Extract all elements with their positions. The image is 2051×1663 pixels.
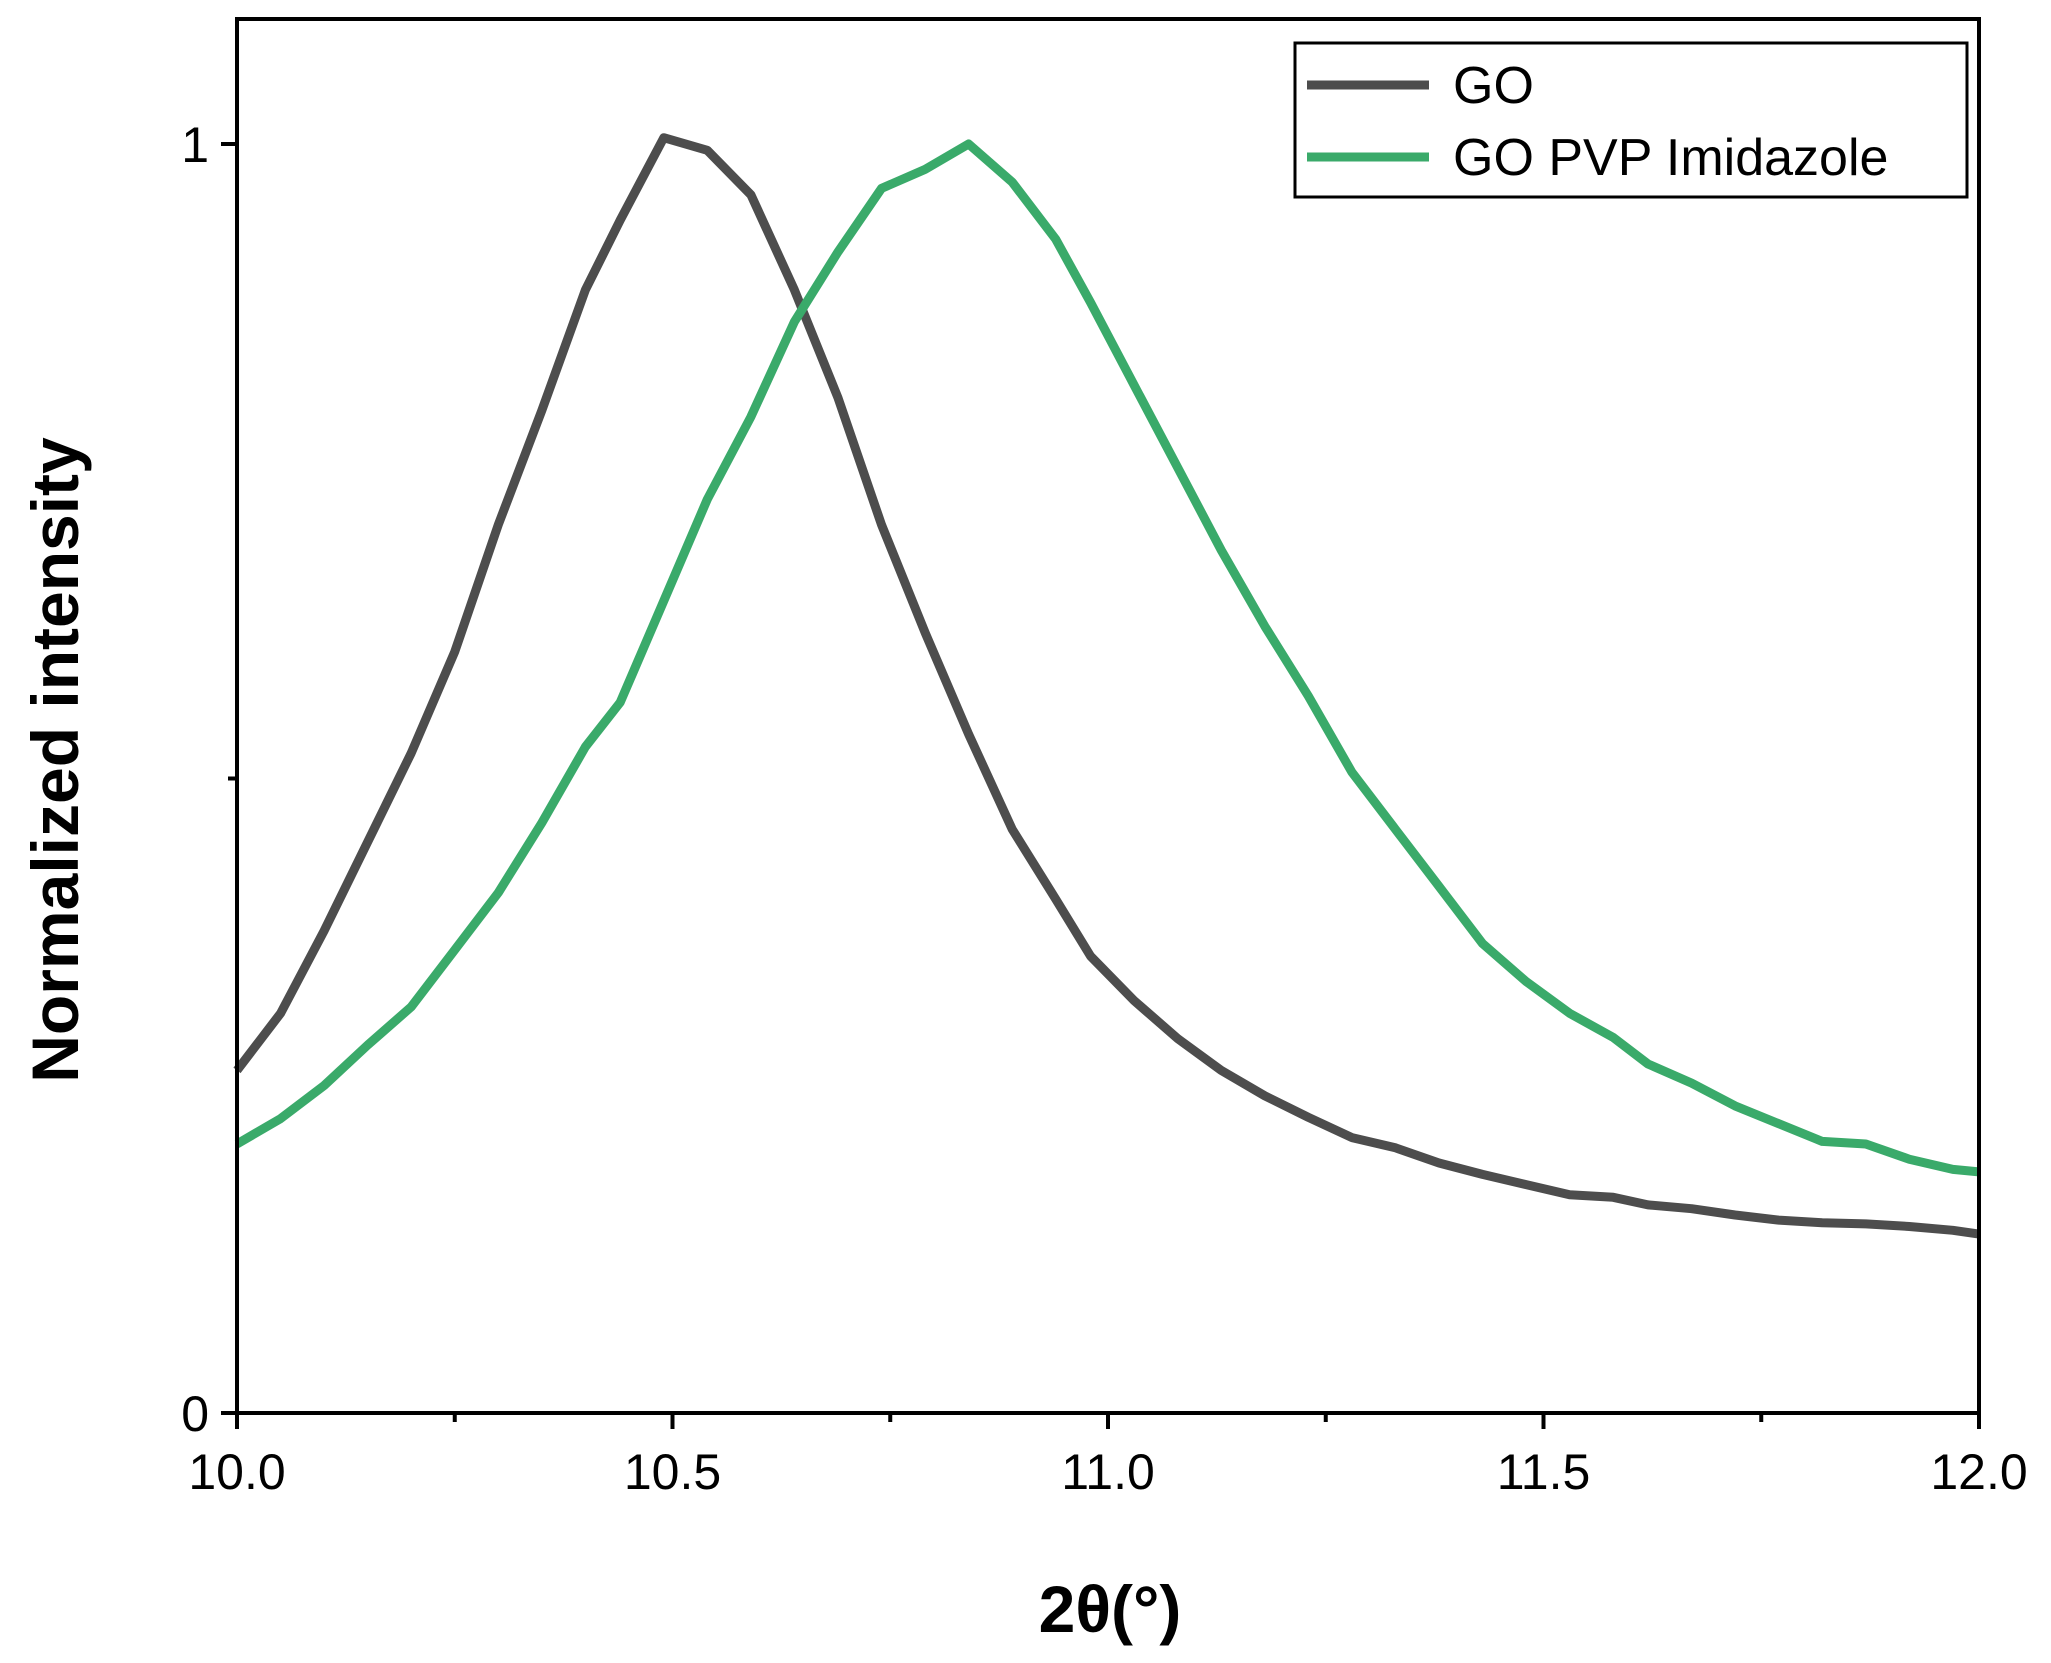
x-tick-label: 10.0 bbox=[188, 1444, 285, 1500]
series-line-go-pvp-imidazole bbox=[234, 139, 1980, 1177]
x-tick-label: 11.0 bbox=[1061, 1444, 1155, 1500]
x-axis-title: 2θ(°) bbox=[1039, 1572, 1182, 1646]
legend: GO GO PVP Imidazole bbox=[1293, 41, 1969, 199]
series-line-go bbox=[233, 133, 1980, 1239]
x-tick-label: 10.5 bbox=[624, 1444, 721, 1500]
x-tick-label: 11.5 bbox=[1497, 1444, 1591, 1500]
series-layer bbox=[233, 133, 1980, 1239]
ticks-layer: 10.0 10.5 11.0 11.5 12.0 0 1 bbox=[181, 117, 2027, 1500]
y-axis-title: Normalized intensity bbox=[18, 437, 92, 1083]
legend-box bbox=[1293, 41, 1969, 199]
legend-label: GO PVP Imidazole bbox=[1453, 129, 1888, 187]
y-tick-label: 0 bbox=[181, 1386, 209, 1442]
y-tick-label: 1 bbox=[181, 117, 209, 173]
x-tick-label: 12.0 bbox=[1930, 1444, 2027, 1500]
legend-label: GO bbox=[1453, 57, 1534, 115]
